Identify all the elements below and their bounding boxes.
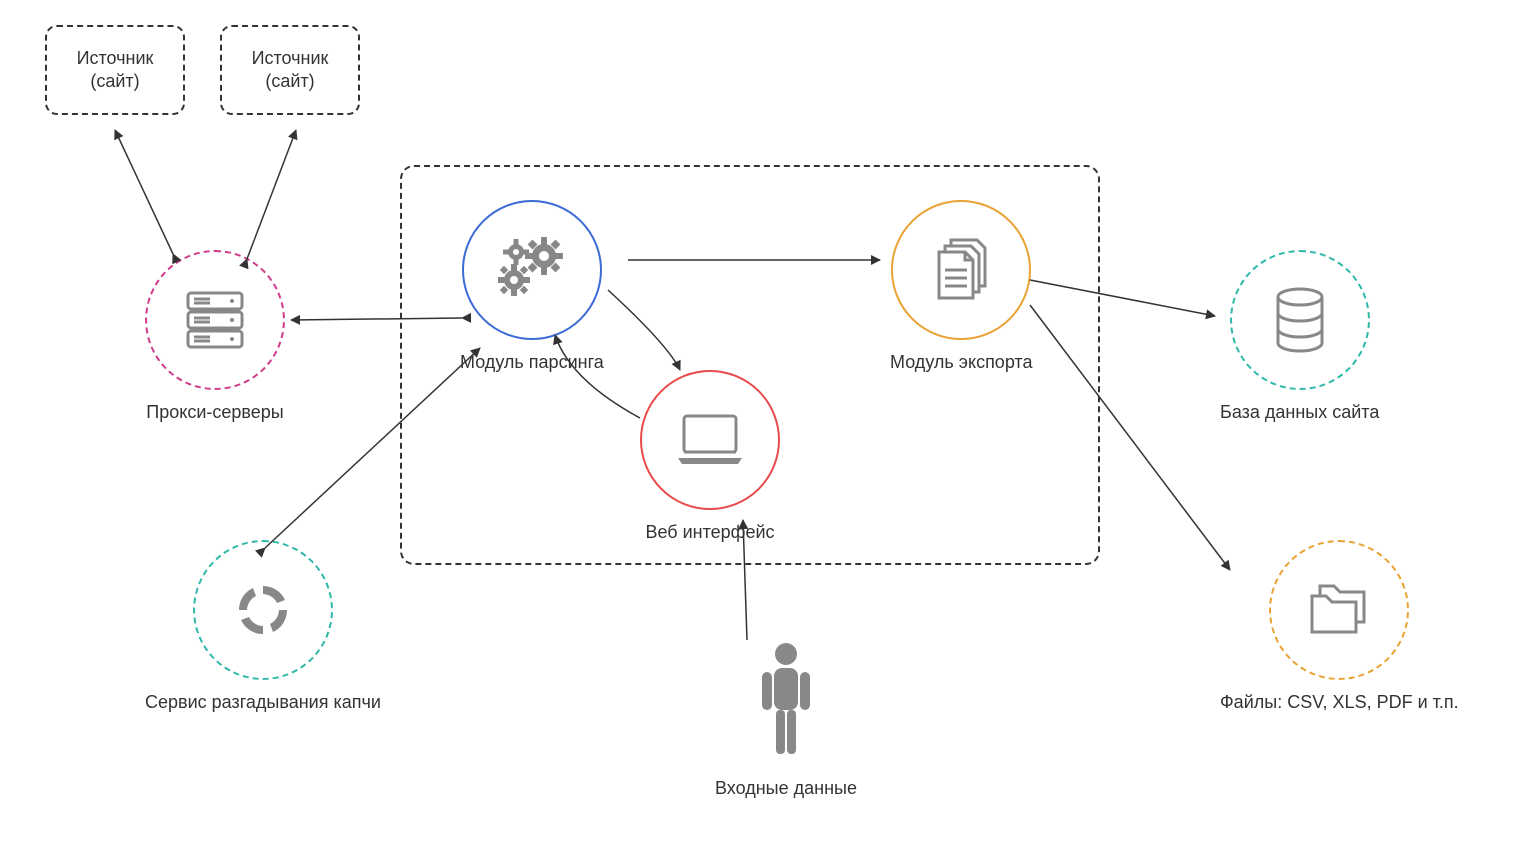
node-parser: Модуль парсинга <box>460 200 604 373</box>
parser-circle <box>462 200 602 340</box>
node-files: Файлы: CSV, XLS, PDF и т.п. <box>1220 540 1459 713</box>
laptop-icon <box>672 410 748 470</box>
user-label: Входные данные <box>715 778 857 799</box>
files-label: Файлы: CSV, XLS, PDF и т.п. <box>1220 692 1459 713</box>
gears-icon <box>494 232 570 308</box>
proxy-circle <box>145 250 285 390</box>
node-source-1: Источник (сайт) <box>45 25 185 115</box>
web-label: Веб интерфейс <box>645 522 774 543</box>
database-circle <box>1230 250 1370 390</box>
captcha-label: Сервис разгадывания капчи <box>145 692 381 713</box>
node-database: База данных сайта <box>1220 250 1379 423</box>
web-circle <box>640 370 780 510</box>
export-label: Модуль экспорта <box>890 352 1033 373</box>
source-2-label-line1: Источник <box>252 47 329 70</box>
node-export: Модуль экспорта <box>890 200 1033 373</box>
node-proxy: Прокси-серверы <box>145 250 285 423</box>
export-circle <box>891 200 1031 340</box>
documents-icon <box>927 234 995 306</box>
parser-label: Модуль парсинга <box>460 352 604 373</box>
servers-icon <box>180 285 250 355</box>
source-1-label-line1: Источник <box>77 47 154 70</box>
cycle-icon <box>231 578 295 642</box>
source-2-box: Источник (сайт) <box>220 25 360 115</box>
node-web: Веб интерфейс <box>640 370 780 543</box>
folders-icon <box>1302 578 1376 642</box>
node-captcha: Сервис разгадывания капчи <box>145 540 381 713</box>
database-icon <box>1270 285 1330 355</box>
captcha-circle <box>193 540 333 680</box>
source-2-label-line2: (сайт) <box>252 70 329 93</box>
node-source-2: Источник (сайт) <box>220 25 360 115</box>
node-user: Входные данные <box>715 640 857 799</box>
source-1-label-line2: (сайт) <box>77 70 154 93</box>
source-1-box: Источник (сайт) <box>45 25 185 115</box>
database-label: База данных сайта <box>1220 402 1379 423</box>
files-circle <box>1269 540 1409 680</box>
person-icon <box>756 640 816 760</box>
proxy-label: Прокси-серверы <box>146 402 283 423</box>
